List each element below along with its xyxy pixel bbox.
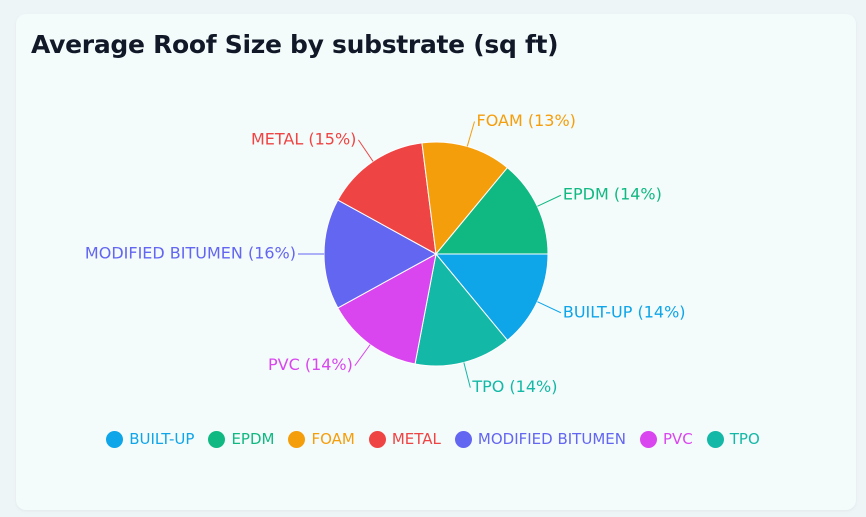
legend-item-pvc[interactable]: PVC	[639, 430, 693, 448]
slice-label-pvc: PVC (14%)	[268, 355, 353, 374]
slice-label-tpo: TPO (14%)	[471, 377, 557, 396]
legend-dot-icon	[639, 430, 657, 448]
leader-line-metal	[358, 139, 374, 162]
legend-label: EPDM	[231, 430, 275, 448]
legend-item-foam[interactable]: FOAM	[288, 430, 355, 448]
legend-dot-icon	[706, 430, 724, 448]
legend-dot-icon	[208, 430, 226, 448]
legend-item-metal[interactable]: METAL	[368, 430, 441, 448]
legend-dot-icon	[454, 430, 472, 448]
chart-title: Average Roof Size by substrate (sq ft)	[31, 30, 559, 59]
pie-slices	[323, 141, 549, 367]
chart-legend: BUILT-UP EPDM FOAM METAL MODIFIED BITUMEN PVC…	[0, 430, 866, 448]
leader-line-tpo	[463, 362, 471, 388]
pie-slice-foam[interactable]	[421, 141, 509, 256]
legend-label: PVC	[662, 430, 693, 448]
pie-slice-pvc[interactable]	[337, 253, 437, 365]
slice-label-modified-bitumen: MODIFIED BITUMEN (16%)	[85, 244, 296, 263]
slice-label-epdm: EPDM (14%)	[563, 185, 662, 204]
legend-label: METAL	[391, 430, 441, 448]
legend-label: TPO	[729, 430, 760, 448]
pie-slice-epdm[interactable]	[434, 166, 549, 255]
leader-lines	[298, 121, 562, 388]
legend-label: MODIFIED BITUMEN	[477, 430, 626, 448]
legend-dot-icon	[368, 430, 386, 448]
pie-slice-tpo[interactable]	[414, 252, 509, 367]
pie-slice-modified-bitumen[interactable]	[323, 199, 438, 309]
slice-labels: BUILT-UP (14%) TPO (14%) PVC (14%) MODIFIED…	[85, 111, 686, 396]
leader-line-pvc	[354, 344, 371, 366]
pie-slice-metal[interactable]	[337, 142, 437, 255]
slice-label-built-up: BUILT-UP (14%)	[563, 302, 686, 321]
legend-dot-icon	[106, 430, 124, 448]
pie-slice-built-up[interactable]	[434, 253, 549, 342]
leader-line-epdm	[537, 194, 562, 207]
legend-item-built-up[interactable]: BUILT-UP	[106, 430, 194, 448]
legend-item-modified-bitumen[interactable]: MODIFIED BITUMEN	[454, 430, 626, 448]
legend-dot-icon	[288, 430, 306, 448]
slice-label-metal: METAL (15%)	[251, 129, 356, 148]
legend-item-tpo[interactable]: TPO	[706, 430, 760, 448]
leader-line-foam	[466, 121, 475, 147]
legend-item-epdm[interactable]: EPDM	[208, 430, 274, 448]
legend-label: FOAM	[311, 430, 355, 448]
leader-line-built-up	[537, 301, 562, 314]
legend-label: BUILT-UP	[129, 430, 195, 448]
slice-label-foam: FOAM (13%)	[477, 111, 576, 130]
